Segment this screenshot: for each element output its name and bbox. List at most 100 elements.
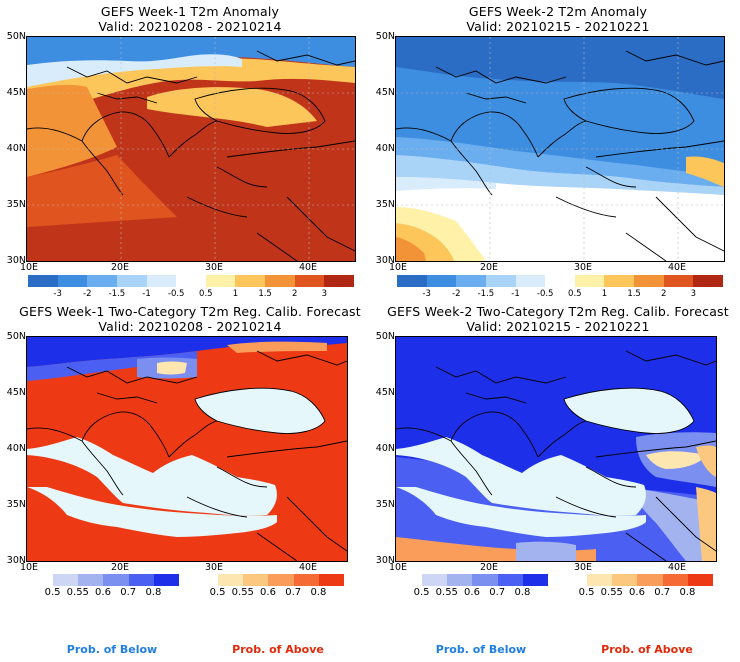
colorbar-swatch <box>663 275 694 287</box>
anomaly-colorbar <box>28 275 355 287</box>
colorbar-swatch <box>637 574 663 586</box>
lat-tick: 40N <box>375 143 395 154</box>
lat-tick: 50N <box>6 31 26 42</box>
colorbar-swatch <box>235 275 266 287</box>
above-prob-colorbar <box>218 574 345 586</box>
lat-tick: 30N <box>6 255 26 266</box>
legend-below-label: Prob. of Below <box>435 643 527 656</box>
lon-tick: 10E <box>388 562 408 573</box>
colorbar-tick-label: 0.8 <box>310 587 327 598</box>
lon-tick: 40E <box>298 262 318 273</box>
colorbar-swatch <box>426 275 457 287</box>
map-week1-prob <box>26 336 348 562</box>
above-prob-colorbar <box>587 574 714 586</box>
colorbar-swatch <box>397 275 427 287</box>
colorbar-swatch <box>634 275 664 287</box>
below-prob-colorbar <box>422 574 549 586</box>
panel-title: GEFS Week-2 Two-Category T2m Reg. Calib.… <box>387 304 729 319</box>
colorbar-swatch <box>243 574 269 586</box>
colorbar-swatch <box>205 275 236 287</box>
colorbar-tick-label: -3 <box>53 289 62 299</box>
colorbar-swatch <box>587 574 613 586</box>
colorbar-swatch <box>693 275 724 287</box>
panel-subtitle: Valid: 20210215 - 20210221 <box>466 19 650 34</box>
colorbar-swatch <box>87 275 117 287</box>
lat-tick: 40N <box>375 443 395 454</box>
anomaly-colorbar <box>397 275 724 287</box>
legend-above-label: Prob. of Above <box>232 643 324 656</box>
lat-tick: 35N <box>6 199 26 210</box>
colorbar-tick-label: 0.6 <box>95 587 111 598</box>
colorbar-swatch <box>662 574 688 586</box>
colorbar-tick-label: 0.8 <box>514 587 531 598</box>
colorbar-tick-label: -2 <box>452 289 461 299</box>
colorbar-tick-label: 0.7 <box>285 587 302 598</box>
colorbar-tick-label: 0.5 <box>209 587 226 598</box>
colorbar-swatch <box>218 574 244 586</box>
colorbar-tick-label: -1.5 <box>477 289 495 299</box>
colorbar-swatch <box>153 574 180 586</box>
colorbar-swatch <box>687 574 714 586</box>
colorbar-tick-label: 0.5 <box>568 289 582 299</box>
colorbar-tick-label: 0.7 <box>654 587 671 598</box>
panel-title: GEFS Week-1 T2m Anomaly <box>100 4 280 19</box>
colorbar-tick-label: 1 <box>601 289 608 299</box>
lat-tick: 30N <box>375 255 395 266</box>
colorbar-swatch <box>545 275 575 287</box>
colorbar-swatch <box>324 275 355 287</box>
colorbar-tick-label: 0.5 <box>199 289 213 299</box>
lon-tick: 10E <box>388 262 408 273</box>
colorbar-swatch <box>78 574 104 586</box>
lon-tick: 30E <box>204 562 224 573</box>
colorbar-tick-label: -1 <box>511 289 520 299</box>
colorbar-swatch <box>447 574 473 586</box>
colorbar-swatch <box>422 574 448 586</box>
panel-title: GEFS Week-2 T2m Anomaly <box>468 4 648 19</box>
lon-tick: 20E <box>110 562 130 573</box>
colorbar-swatch <box>268 574 294 586</box>
colorbar-swatch <box>293 574 319 586</box>
colorbar-swatch <box>497 574 523 586</box>
lat-tick: 35N <box>6 499 26 510</box>
lon-tick: 40E <box>298 562 318 573</box>
colorbar-tick-label: -1.5 <box>108 289 126 299</box>
colorbar-tick-label: 0.8 <box>679 587 696 598</box>
colorbar-tick-label: 3 <box>690 289 697 299</box>
lon-tick: 30E <box>204 262 224 273</box>
colorbar-tick-label: 0.55 <box>600 587 623 598</box>
lon-tick: 20E <box>479 562 499 573</box>
colorbar-swatch <box>103 574 129 586</box>
colorbar-swatch <box>176 275 206 287</box>
colorbar-tick-label: 0.7 <box>489 587 506 598</box>
colorbar-swatch <box>574 275 605 287</box>
colorbar-tick-label: 0.55 <box>66 587 89 598</box>
panel-title: GEFS Week-1 Two-Category T2m Reg. Calib.… <box>19 304 361 319</box>
lon-tick: 20E <box>110 262 130 273</box>
colorbar-tick-label: 0.6 <box>260 587 276 598</box>
colorbar-tick-label: 0.5 <box>578 587 595 598</box>
colorbar-tick-label: 1.5 <box>258 289 272 299</box>
panel-subtitle: Valid: 20210215 - 20210221 <box>466 319 650 334</box>
colorbar-tick-label: 0.55 <box>231 587 254 598</box>
colorbar-tick-label: 1.5 <box>627 289 641 299</box>
colorbar-tick-label: -2 <box>83 289 92 299</box>
lon-tick: 30E <box>573 262 593 273</box>
lat-tick: 45N <box>6 387 26 398</box>
colorbar-swatch <box>265 275 295 287</box>
colorbar-tick-label: 3 <box>321 289 328 299</box>
lat-tick: 45N <box>375 87 395 98</box>
colorbar-swatch <box>522 574 549 586</box>
colorbar-tick-label: 0.5 <box>413 587 430 598</box>
colorbar-swatch <box>612 574 638 586</box>
colorbar-swatch <box>146 275 177 287</box>
colorbar-swatch <box>128 574 154 586</box>
lon-tick: 20E <box>479 262 499 273</box>
colorbar-swatch <box>116 275 147 287</box>
lat-tick: 35N <box>375 199 395 210</box>
colorbar-swatch <box>472 574 498 586</box>
lat-tick: 40N <box>6 143 26 154</box>
colorbar-swatch <box>456 275 486 287</box>
colorbar-swatch <box>57 275 88 287</box>
colorbar-tick-label: 0.5 <box>44 587 61 598</box>
colorbar-tick-label: 1 <box>232 289 239 299</box>
